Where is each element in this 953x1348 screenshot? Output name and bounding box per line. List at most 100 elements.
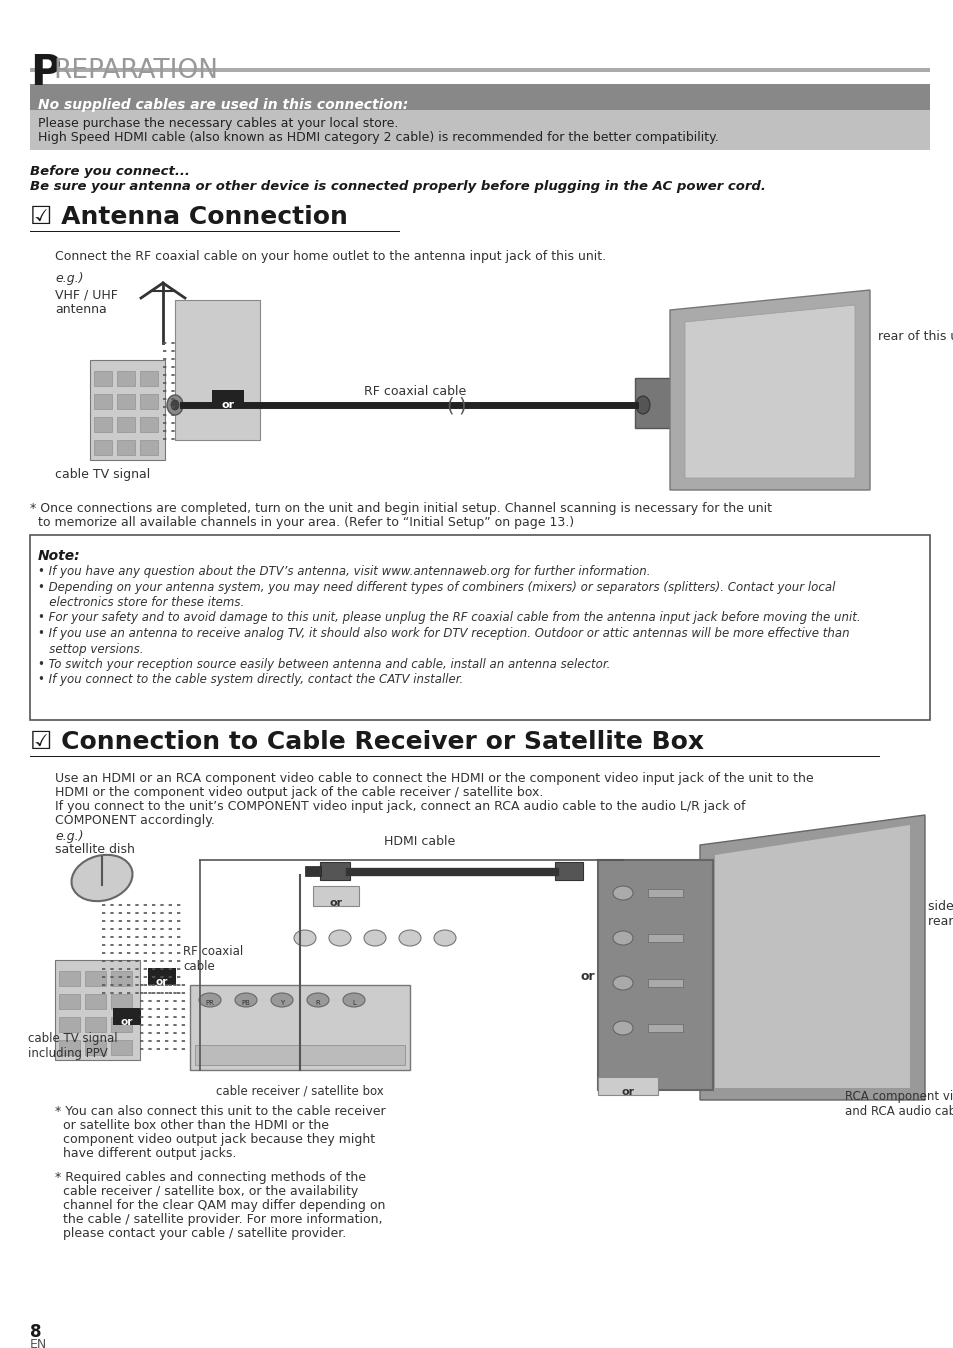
Text: VHF / UHF
antenna: VHF / UHF antenna [55, 288, 118, 315]
Text: * You can also connect this unit to the cable receiver: * You can also connect this unit to the … [55, 1105, 385, 1117]
Bar [313, 886, 358, 906]
Text: satellite dish: satellite dish [55, 842, 134, 856]
Bar [598, 1077, 658, 1095]
Ellipse shape [199, 993, 221, 1007]
Text: PR: PR [205, 1000, 214, 1006]
Bar [85, 993, 106, 1010]
Text: P: P [30, 53, 61, 94]
Bar [59, 971, 80, 985]
Ellipse shape [613, 976, 633, 989]
Text: or: or [580, 971, 595, 983]
Bar [59, 1041, 80, 1055]
Bar [94, 439, 112, 456]
Text: the cable / satellite provider. For more information,: the cable / satellite provider. For more… [55, 1213, 382, 1225]
Text: e.g.): e.g.) [55, 272, 84, 284]
Bar [190, 985, 410, 1070]
Text: (: ( [446, 396, 454, 415]
Text: ☑ Antenna Connection: ☑ Antenna Connection [30, 205, 348, 229]
Ellipse shape [364, 930, 386, 946]
Bar [148, 968, 175, 985]
Text: Be sure your antenna or other device is connected properly before plugging in th: Be sure your antenna or other device is … [30, 181, 765, 193]
Bar [111, 971, 132, 985]
Text: cable TV signal
including PPV: cable TV signal including PPV [28, 1033, 117, 1060]
Bar [194, 1045, 405, 1065]
Text: or: or [155, 977, 168, 987]
Bar [90, 360, 165, 460]
Ellipse shape [171, 400, 179, 410]
Text: • To switch your reception source easily between antenna and cable, install an a: • To switch your reception source easily… [38, 658, 610, 671]
Text: cable receiver / satellite box, or the availability: cable receiver / satellite box, or the a… [55, 1185, 358, 1198]
Bar [111, 1016, 132, 1033]
Bar [635, 377, 679, 429]
Text: 8: 8 [30, 1322, 42, 1341]
Text: RF coaxial cable: RF coaxial cable [363, 386, 466, 398]
Bar [598, 860, 712, 1091]
Text: If you connect to the unit’s COMPONENT video input jack, connect an RCA audio ca: If you connect to the unit’s COMPONENT v… [55, 799, 744, 813]
Bar [94, 394, 112, 408]
Ellipse shape [294, 930, 315, 946]
Text: Note:: Note: [38, 549, 81, 563]
Bar [647, 934, 682, 942]
Text: rear of this unit: rear of this unit [877, 330, 953, 342]
Ellipse shape [234, 993, 256, 1007]
Text: REPARATION: REPARATION [53, 58, 218, 84]
Bar [140, 439, 158, 456]
Ellipse shape [613, 1020, 633, 1035]
Text: cable receiver / satellite box: cable receiver / satellite box [216, 1084, 383, 1097]
Polygon shape [700, 816, 924, 1100]
Bar [85, 971, 106, 985]
Text: or satellite box other than the HDMI or the: or satellite box other than the HDMI or … [55, 1119, 329, 1132]
Ellipse shape [636, 396, 649, 414]
Ellipse shape [343, 993, 365, 1007]
Bar [140, 394, 158, 408]
Text: to memorize all available channels in your area. (Refer to “Initial Setup” on pa: to memorize all available channels in yo… [30, 516, 574, 528]
Text: or: or [329, 898, 342, 909]
Text: cable TV signal: cable TV signal [55, 468, 150, 481]
Bar [140, 417, 158, 431]
Bar [85, 1041, 106, 1055]
Text: e.g.): e.g.) [55, 830, 84, 842]
Ellipse shape [613, 931, 633, 945]
Bar [30, 755, 879, 758]
Text: RCA component video cable
and RCA audio cable: RCA component video cable and RCA audio … [844, 1091, 953, 1117]
Text: Use an HDMI or an RCA component video cable to connect the HDMI or the component: Use an HDMI or an RCA component video ca… [55, 772, 813, 785]
Text: have different output jacks.: have different output jacks. [55, 1147, 236, 1161]
Bar [647, 888, 682, 896]
Bar [30, 84, 929, 111]
Polygon shape [714, 825, 909, 1088]
Text: channel for the clear QAM may differ depending on: channel for the clear QAM may differ dep… [55, 1198, 385, 1212]
Text: Please purchase the necessary cables at your local store.: Please purchase the necessary cables at … [38, 117, 398, 129]
Ellipse shape [613, 886, 633, 900]
Text: COMPONENT accordingly.: COMPONENT accordingly. [55, 814, 214, 828]
Bar [305, 865, 320, 876]
Text: PB: PB [241, 1000, 251, 1006]
Text: R: R [315, 1000, 320, 1006]
Ellipse shape [167, 395, 183, 415]
Text: HDMI or the component video output jack of the cable receiver / satellite box.: HDMI or the component video output jack … [55, 786, 543, 799]
Text: or: or [620, 1086, 634, 1097]
Text: electronics store for these items.: electronics store for these items. [38, 596, 244, 609]
Bar [117, 417, 135, 431]
Bar [111, 993, 132, 1010]
Text: Connect the RF coaxial cable on your home outlet to the antenna input jack of th: Connect the RF coaxial cable on your hom… [55, 249, 605, 263]
Bar [212, 390, 244, 408]
Bar [647, 1024, 682, 1033]
Polygon shape [684, 305, 854, 479]
Bar [55, 960, 140, 1060]
Text: • If you connect to the cable system directly, contact the CATV installer.: • If you connect to the cable system dir… [38, 674, 463, 686]
Text: No supplied cables are used in this connection:: No supplied cables are used in this conn… [38, 98, 408, 112]
Text: component video output jack because they might: component video output jack because they… [55, 1134, 375, 1146]
Text: High Speed HDMI cable (also known as HDMI category 2 cable) is recommended for t: High Speed HDMI cable (also known as HDM… [38, 131, 718, 144]
Text: please contact your cable / satellite provider.: please contact your cable / satellite pr… [55, 1227, 346, 1240]
Text: RF coaxial
cable: RF coaxial cable [183, 945, 243, 973]
Ellipse shape [398, 930, 420, 946]
Bar [59, 1016, 80, 1033]
Bar [111, 1041, 132, 1055]
Text: side or
rear of this unit: side or rear of this unit [927, 900, 953, 927]
Ellipse shape [271, 993, 293, 1007]
Text: or: or [121, 1016, 133, 1027]
Text: EN: EN [30, 1339, 48, 1348]
Ellipse shape [434, 930, 456, 946]
Text: ): ) [457, 396, 465, 415]
Bar [85, 1016, 106, 1033]
